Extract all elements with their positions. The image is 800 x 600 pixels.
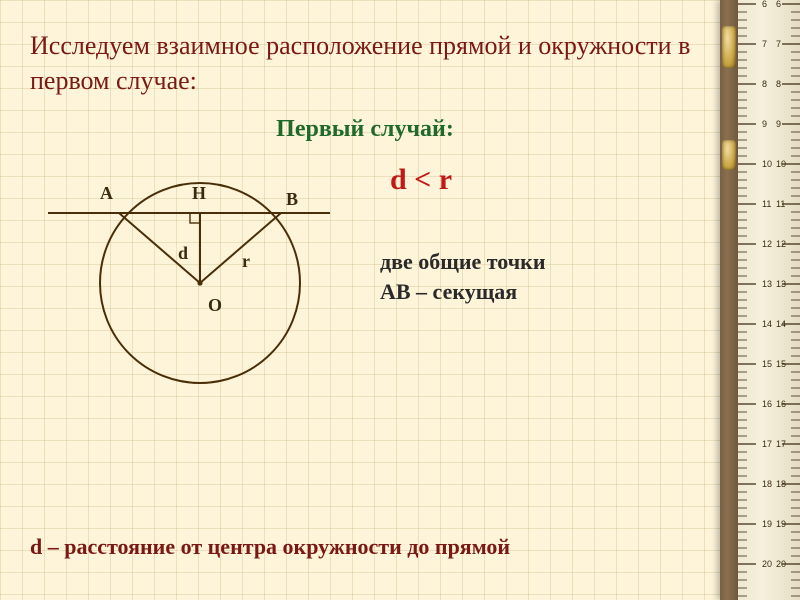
svg-text:В: В	[286, 189, 298, 209]
subtitle: Первый случай:	[30, 116, 700, 143]
svg-text:r: r	[242, 251, 250, 271]
formula: d < r	[390, 163, 700, 197]
fact-line-2: АВ – секущая	[380, 277, 700, 307]
footer-note: d – расстояние от центра окружности до п…	[30, 534, 510, 560]
svg-text:O: O	[208, 295, 222, 315]
facts: две общие точки АВ – секущая	[380, 247, 700, 306]
diagram: А Н Вd r O	[30, 153, 340, 403]
fact-line-1: две общие точки	[380, 247, 700, 277]
diagram-svg: А Н Вd r O	[30, 153, 340, 403]
svg-text:А: А	[100, 183, 113, 203]
svg-text:Н: Н	[192, 183, 206, 203]
svg-text:d: d	[178, 243, 188, 263]
page-title: Исследуем взаимное расположение прямой и…	[30, 28, 700, 98]
